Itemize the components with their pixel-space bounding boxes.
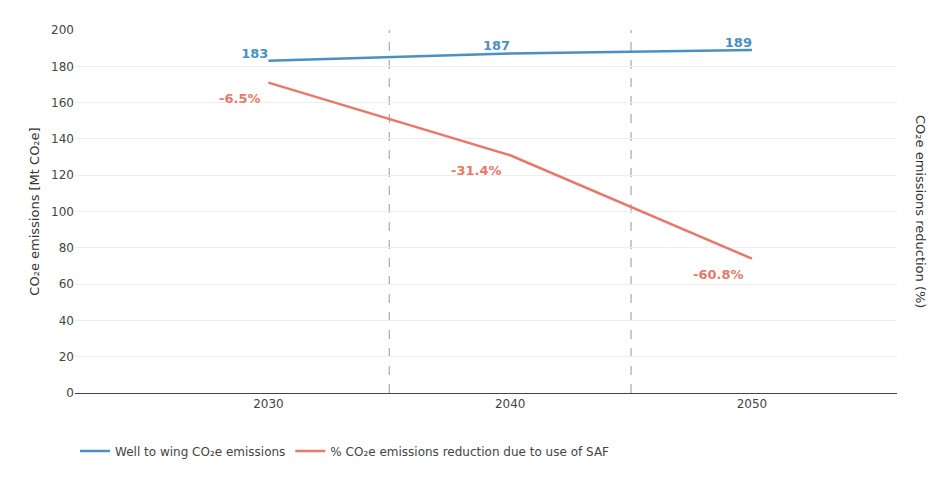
svg-text:60: 60 <box>59 277 74 291</box>
svg-text:2030: 2030 <box>253 397 284 411</box>
svg-text:CO₂e emissions reduction (%): CO₂e emissions reduction (%) <box>913 115 928 308</box>
svg-text:0: 0 <box>66 386 74 400</box>
svg-text:160: 160 <box>51 96 74 110</box>
svg-text:2050: 2050 <box>737 397 768 411</box>
svg-text:-60.8%: -60.8% <box>693 267 744 282</box>
svg-text:183: 183 <box>241 46 268 61</box>
svg-text:80: 80 <box>59 241 74 255</box>
svg-text:40: 40 <box>59 314 74 328</box>
svg-text:-31.4%: -31.4% <box>451 163 502 178</box>
svg-text:200: 200 <box>51 23 74 37</box>
svg-text:2040: 2040 <box>495 397 526 411</box>
svg-text:Well to wing CO₂e emissions: Well to wing CO₂e emissions <box>115 445 285 459</box>
svg-text:180: 180 <box>51 60 74 74</box>
svg-text:100: 100 <box>51 205 74 219</box>
svg-text:187: 187 <box>483 38 510 53</box>
svg-text:% CO₂e emissions reduction due: % CO₂e emissions reduction due to use of… <box>330 445 609 459</box>
svg-text:140: 140 <box>51 132 74 146</box>
svg-text:189: 189 <box>725 35 752 50</box>
svg-text:20: 20 <box>59 350 74 364</box>
svg-text:CO₂e emissions [Mt CO₂e]: CO₂e emissions [Mt CO₂e] <box>27 127 42 295</box>
svg-text:-6.5%: -6.5% <box>219 91 260 106</box>
svg-text:120: 120 <box>51 168 74 182</box>
